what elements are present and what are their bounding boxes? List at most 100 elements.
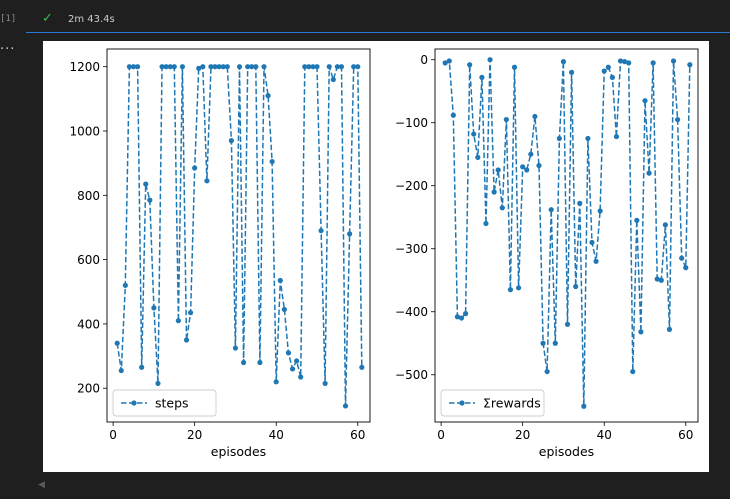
chart-1-data-point [187,310,194,316]
chart-1-legend-label: steps [155,396,189,411]
chart-1-data-point [183,337,190,343]
chart-2-data-point [544,368,550,375]
chart-1-data-point [159,64,165,70]
chart-1-data-point [302,64,308,70]
chart-1-data-point [147,197,153,203]
chart-2-data-point [450,112,456,118]
chart-2-data-point [581,403,587,409]
chart-2-data-point [670,58,677,64]
chart-1-data-point [330,76,336,83]
chart-2-data-point [642,98,648,104]
chart-2-data-point [479,74,485,80]
chart-2-data-point [462,311,469,317]
chart-2-data-point [454,314,461,320]
chart-2-data-point [511,64,518,70]
chart-1-data-point [322,380,328,387]
scroll-left-icon[interactable]: ◀ [38,480,45,490]
chart-2-x-axis-label: episodes [539,444,594,459]
chart-2-data-point [552,340,558,346]
chart-2-data-point [577,200,583,206]
chart-1-x-tick-label: 0 [109,428,117,442]
chart-1-y-tick-label: 400 [77,317,100,331]
chart-1-data-point [310,64,316,70]
chart-1-data-point [334,64,340,70]
chart-2-y-tick-label: −300 [395,242,428,256]
chart-2-data-point [540,340,546,346]
chart-2-legend-box [440,389,545,417]
chart-1-x-axis-label: episodes [211,444,266,459]
chart-1-data-point [249,64,255,70]
chart-2-data-point [626,60,632,66]
chart-1-data-point [236,64,243,70]
chart-1-data-point [306,64,312,70]
chart-2-data-point [593,258,599,264]
chart-2-x-tick-label: 60 [678,428,693,442]
chart-1-data-point [118,367,124,374]
chart-1-y-tick-label: 1200 [69,60,100,74]
chart-2-data-point [446,58,452,64]
cell-status-bar: ✓ 2m 43.4s [26,8,730,33]
chart-2-data-point [467,62,473,68]
chart-1-data-point [298,374,304,380]
chart-1-x-tick-label: 20 [187,428,202,442]
chart-2-x-tick-label: 20 [515,428,530,442]
chart-2-data-point [617,58,624,64]
chart-2-data-point [630,368,636,375]
chart-1-data-point [265,93,271,99]
chart-2-series-line [444,59,691,407]
chart-1-data-point [204,178,210,184]
chart-2-data-point [613,133,620,140]
chart-1-data-point [338,64,345,70]
chart-1-data-point [171,64,177,70]
chart-1-data-point [114,340,120,346]
chart-2-data-point [679,255,685,261]
chart-2-data-point [515,285,522,291]
chart-1-data-point [347,231,353,237]
chart-1-data-point [228,138,234,144]
chart-2-data-point [646,170,652,176]
chart-1-data-point [314,64,320,70]
chart-2-data-point [556,135,562,142]
chart-2-data-point [524,167,530,173]
chart-2-data-point [495,167,501,173]
chart-1-axes-frame [106,48,371,423]
execution-count: [1] [0,14,17,24]
cell-gutter: [1] ... [0,0,40,499]
chart-1-data-point [269,158,275,165]
chart-1-data-point [139,364,145,370]
execution-duration: 2m 43.4s [68,14,115,25]
chart-2-data-point [471,131,477,137]
chart-1-legend-box [112,389,217,417]
chart-2-data-point [666,326,673,332]
chart-2-data-point [597,208,603,214]
check-icon: ✓ [42,11,53,26]
chart-1-data-point [326,64,332,70]
chart-2-data-point [585,135,591,142]
chart-1-data-point [130,64,137,70]
chart-2-y-tick-label: −500 [395,368,428,382]
chart-1-legend-swatch-marker [131,400,137,406]
chart-1-data-point [281,306,287,313]
chart-1-data-point [196,65,202,71]
chart-2-data-point [568,69,575,75]
chart-2-legend-swatch-marker [459,400,465,406]
chart-1-data-point [261,64,267,70]
chart-1-data-point [245,64,251,70]
chart-2-data-point [634,217,640,223]
chart-2-data-point [589,239,595,246]
chart-2-data-point [654,276,660,282]
chart-2-data-point [475,154,481,160]
chart-1-data-point [134,64,141,70]
more-actions-icon[interactable]: ... [0,38,16,53]
cell-output: 0 20 40 60 200 400 600 800 1000 1200 episodes steps… [43,41,709,472]
chart-1-data-point [167,64,173,70]
chart-1-data-point [208,64,214,70]
chart-1-data-point [289,366,296,372]
chart-1-data-point [277,277,283,284]
chart-2-data-point [564,321,571,327]
chart-2-data-point [491,189,497,195]
chart-2-data-point [536,162,542,169]
chart-2-data-point [658,277,664,283]
chart-1-data-point [220,64,226,70]
chart-2-data-point [507,287,514,293]
